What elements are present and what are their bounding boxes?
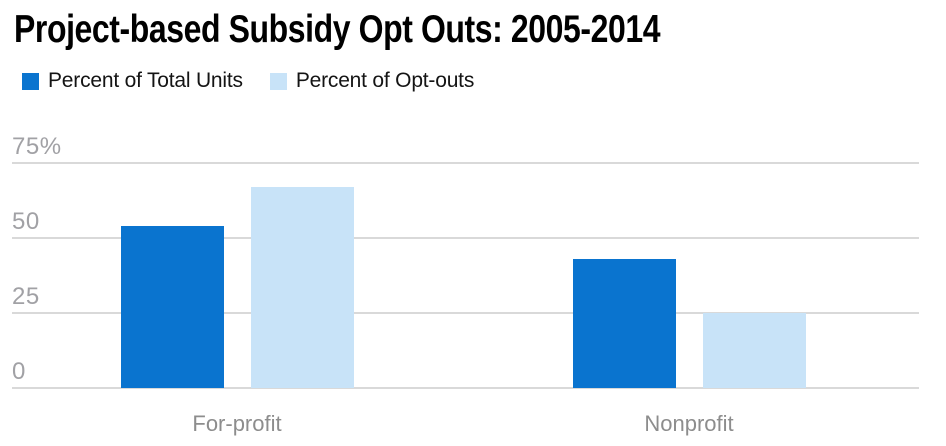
bar-for-profit-percent-of-total-units [120, 226, 224, 388]
y-tick-label-25: 25 [12, 283, 40, 310]
gridline-25 [12, 312, 919, 314]
gridline-50 [12, 237, 919, 239]
gridline-0 [12, 387, 919, 389]
bar-for-profit-percent-of-opt-outs [250, 187, 354, 388]
legend-item-opt-outs: Percent of Opt-outs [269, 69, 475, 93]
category-label-for-profit: For-profit [192, 411, 282, 436]
legend-swatch-opt-outs [269, 72, 287, 90]
legend-swatch-total-units [22, 72, 39, 90]
bar-nonprofit-percent-of-total-units [572, 259, 676, 388]
legend-item-total-units: Percent of Total Units [22, 69, 243, 93]
y-tick-label-75: 75% [12, 133, 62, 160]
legend: Percent of Total Units Percent of Opt-ou… [22, 69, 474, 93]
y-tick-label-0: 0 [12, 358, 26, 385]
chart-title: Project-based Subsidy Opt Outs: 2005-201… [14, 8, 661, 51]
y-tick-label-50: 50 [12, 208, 40, 235]
legend-label-total-units: Percent of Total Units [48, 69, 243, 92]
legend-label-opt-outs: Percent of Opt-outs [295, 69, 475, 92]
gridline-75 [12, 162, 919, 164]
bar-nonprofit-percent-of-opt-outs [702, 313, 806, 388]
category-label-nonprofit: Nonprofit [644, 411, 734, 436]
